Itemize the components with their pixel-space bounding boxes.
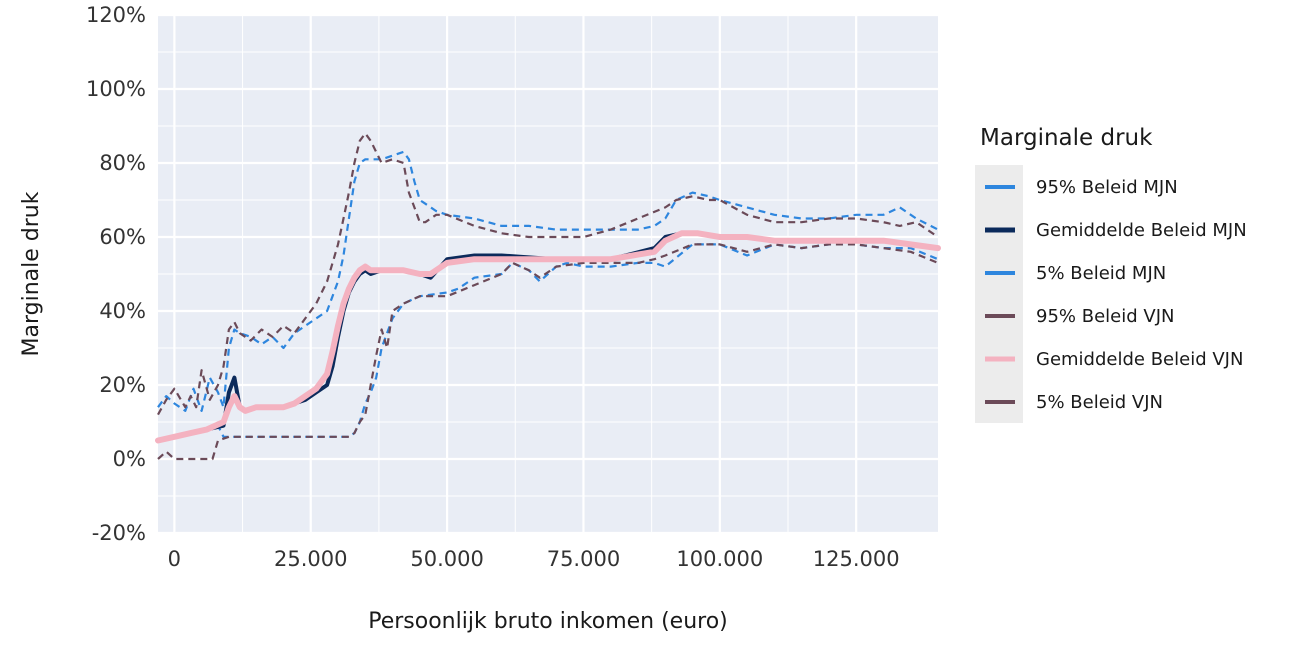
series-line-4: Gemiddelde Beleid VJN bbox=[155, 230, 941, 444]
y-tick-label: 40% bbox=[99, 299, 146, 323]
y-tick-label: 0% bbox=[113, 447, 146, 471]
x-tick-label: 125.000 bbox=[813, 547, 900, 571]
legend-label: 95% Beleid MJN bbox=[1036, 177, 1178, 198]
y-axis-title: Marginale druk bbox=[19, 191, 44, 356]
legend-title: Marginale druk bbox=[980, 125, 1153, 151]
y-tick-label: 20% bbox=[99, 373, 146, 397]
legend-items: 95% Beleid MJN Gemiddelde Beleid MJN 5% Be… bbox=[985, 177, 1247, 413]
legend-label: 5% Beleid VJN bbox=[1036, 392, 1163, 413]
y-tick-label: 80% bbox=[99, 151, 146, 175]
legend-label: 5% Beleid MJN bbox=[1036, 263, 1166, 284]
series-line-5: 5% Beleid VJN bbox=[157, 243, 939, 461]
legend-label: Gemiddelde Beleid VJN bbox=[1036, 349, 1243, 370]
x-tick-label: 100.000 bbox=[676, 547, 763, 571]
x-axis-title: Persoonlijk bruto inkomen (euro) bbox=[368, 609, 728, 634]
y-tick-label: 120% bbox=[86, 3, 146, 27]
grid bbox=[158, 13, 938, 535]
legend-label: 95% Beleid VJN bbox=[1036, 306, 1174, 327]
y-axis-ticks: -20% 0% 20% 40% 60% 80% 100% 120% bbox=[86, 3, 146, 545]
x-tick-label: 0 bbox=[168, 547, 181, 571]
x-tick-label: 25.000 bbox=[274, 547, 347, 571]
series-line-0: 95% Beleid MJN bbox=[157, 150, 939, 412]
y-tick-label: 100% bbox=[86, 77, 146, 101]
series-line-3: 95% Beleid VJN bbox=[157, 132, 939, 416]
y-tick-label: 60% bbox=[99, 225, 146, 249]
x-axis-ticks: 0 25.000 50.000 75.000 100.000 125.000 bbox=[168, 547, 900, 571]
x-tick-label: 50.000 bbox=[410, 547, 483, 571]
y-tick-label: -20% bbox=[92, 521, 146, 545]
legend-key-background bbox=[975, 165, 1023, 423]
x-tick-label: 75.000 bbox=[547, 547, 620, 571]
legend-label: Gemiddelde Beleid MJN bbox=[1036, 220, 1247, 241]
legend: Marginale druk 95% Beleid MJN Gemiddelde … bbox=[975, 125, 1247, 423]
